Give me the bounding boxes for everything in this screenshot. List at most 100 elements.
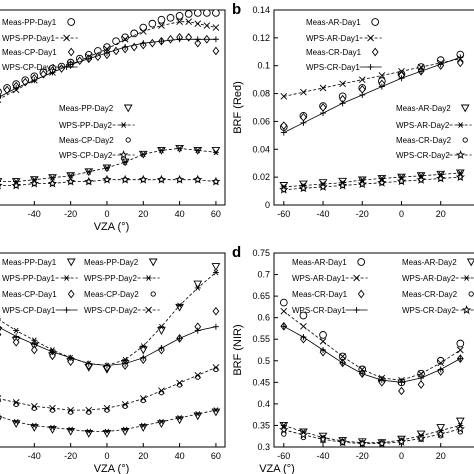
legend-label: WPS-CP-Day1	[2, 63, 56, 72]
data-point	[49, 174, 56, 181]
legend-label: Meas-CR-Day1	[306, 48, 362, 57]
data-point	[30, 345, 38, 355]
data-point	[112, 37, 120, 46]
legend-label: Meas-CP-Day2	[59, 136, 114, 145]
legend-marker	[353, 274, 360, 282]
data-point	[176, 415, 183, 421]
legend-entry: WPS-PP-Day1	[2, 274, 78, 283]
legend-marker	[367, 64, 374, 70]
legend-label: WPS-AR-Day2	[402, 274, 456, 283]
series-wps-cp-day2	[0, 364, 220, 414]
y-tick-label: 0.04	[252, 144, 270, 154]
data-point	[318, 434, 328, 444]
legend-marker	[120, 122, 127, 128]
data-point	[148, 38, 156, 48]
data-point	[0, 332, 2, 337]
legend-label: WPS-CR-Day2	[396, 151, 450, 160]
legend-entry: Meas-CP-Day2	[59, 136, 131, 145]
data-point	[339, 359, 346, 366]
legend-entry: Meas-PP-Day1	[2, 258, 76, 267]
y-tick-label: 0.75	[252, 248, 270, 258]
panel-label: d	[232, 244, 241, 261]
data-point	[300, 334, 307, 341]
data-point	[211, 263, 221, 271]
legend-entry: Meas-CP-Day2	[84, 290, 156, 299]
series-meas-pp-day2	[0, 408, 221, 438]
legend-label: Meas-CR-Day2	[396, 136, 452, 145]
series-meas-cr-day2	[281, 174, 463, 193]
legend-marker	[455, 150, 466, 159]
data-point	[139, 23, 148, 32]
legend-marker	[468, 291, 474, 297]
legend-label: WPS-CP-Day1	[2, 306, 56, 315]
data-point	[398, 386, 405, 396]
data-point	[140, 40, 147, 47]
data-point	[85, 360, 92, 367]
data-point	[194, 38, 202, 48]
data-point	[67, 172, 74, 179]
y-tick-label: 0.5	[257, 356, 270, 366]
data-point	[158, 147, 165, 154]
y-tick-label: 0.65	[252, 291, 270, 301]
data-point	[40, 70, 47, 79]
data-point	[279, 424, 289, 434]
data-point	[0, 178, 3, 183]
data-point	[47, 178, 58, 188]
data-point	[103, 49, 110, 56]
data-point	[122, 44, 129, 51]
data-point	[212, 269, 219, 276]
data-point	[194, 411, 201, 417]
legend-marker	[66, 258, 76, 267]
panel-d: -60 -40 -20 0 20 0.3 0.35 0.4 0.45 0.5 0.55 0.6 0.65…	[232, 244, 474, 474]
series-wps-pp-day2	[0, 407, 219, 435]
panel-a: -40 -20 0 20 40 60 VZA (°) Meas-PP-Day1 WPS-PP-D…	[0, 9, 226, 233]
data-point	[280, 93, 288, 100]
x-tick-label: 40	[175, 451, 185, 461]
legend-label: Meas-AR-Day2	[396, 104, 451, 113]
data-point	[436, 173, 446, 183]
legend-marker	[371, 47, 379, 57]
data-point	[49, 351, 56, 361]
data-point	[103, 404, 111, 412]
data-point	[319, 338, 327, 345]
legend-label: WPS-CP-Day2	[84, 306, 138, 315]
data-point	[456, 339, 465, 348]
y-tick-label: 0.1	[257, 61, 270, 71]
data-point	[21, 77, 29, 87]
data-point	[85, 428, 92, 435]
series-wps-ar-day2	[280, 422, 464, 446]
legend-label: WPS-CR-Day2	[402, 306, 456, 315]
data-point	[176, 379, 183, 387]
plot-area	[279, 50, 465, 194]
legend-label: WPS-AR-Day1	[292, 274, 346, 283]
data-point	[138, 174, 148, 184]
x-tick-label: -40	[28, 209, 41, 219]
data-point	[456, 58, 464, 68]
data-point	[212, 36, 219, 43]
data-point	[339, 80, 346, 88]
series-meas-cr-day2	[281, 429, 463, 447]
legend-entry: Meas-CR-Day2	[402, 290, 474, 299]
data-point	[398, 379, 405, 386]
data-point	[300, 88, 307, 96]
legend-marker	[63, 64, 70, 70]
data-point	[49, 69, 56, 76]
data-point	[174, 174, 185, 184]
legend-marker	[125, 137, 131, 143]
data-point	[67, 426, 74, 433]
data-point	[140, 354, 147, 361]
data-point	[85, 406, 93, 414]
series-line	[283, 58, 461, 97]
legend-marker	[371, 18, 380, 26]
data-point	[158, 323, 165, 330]
legend-entry: WPS-PP-Day2	[84, 274, 160, 283]
legend-entry: Meas-AR-Day1	[292, 258, 366, 267]
legend-label: WPS-AR-Day2	[396, 121, 450, 130]
x-tick-label: -60	[277, 451, 290, 461]
axes-frame	[273, 9, 474, 206]
legend-entry: WPS-PP-Day1	[2, 34, 78, 43]
data-point	[148, 19, 157, 28]
data-point	[185, 32, 193, 42]
plot-area	[0, 10, 221, 190]
data-point	[49, 404, 56, 412]
